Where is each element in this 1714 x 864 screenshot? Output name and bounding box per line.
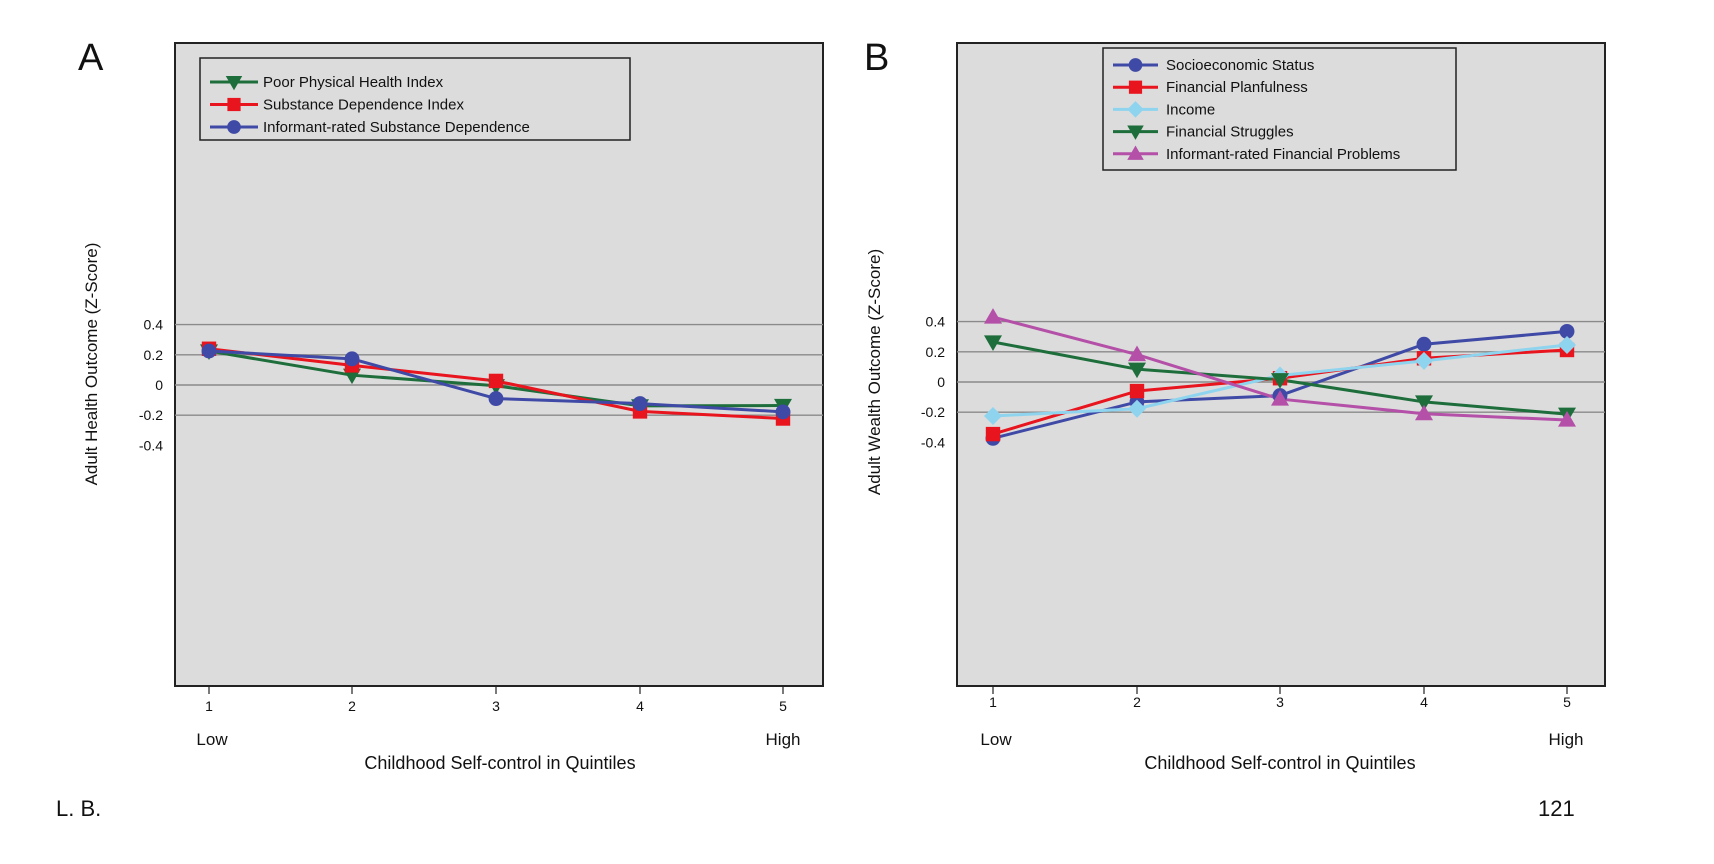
- panel-b-letter: B: [864, 37, 889, 79]
- panel-a-point-informant-rated-substance-dependence: [201, 343, 217, 359]
- panel-a-y-axis-title: Adult Health Outcome (Z-Score): [82, 243, 101, 486]
- panel-b-legend-box: [1102, 47, 1457, 171]
- panel-a-legend: Poor Physical Health Index Substance Depe…: [199, 57, 631, 141]
- panel-b-point-income: [1415, 351, 1433, 370]
- panel-b-x-low-label: Low: [980, 730, 1012, 749]
- panel-a-x-tick-label: 5: [779, 698, 787, 714]
- panel-b-series: [984, 308, 1576, 446]
- panel-b-legend-marker: [1127, 145, 1144, 160]
- panel-a-x-tick-label: 1: [205, 698, 213, 714]
- panel-b-legend: Socioeconomic Status Financial Planfulnes…: [1102, 47, 1457, 171]
- panel-a-x-tick-label: 3: [492, 698, 500, 714]
- panel-b-legend-label-financial-planfulness: Financial Planfulness: [1166, 79, 1308, 96]
- panel-b-y-tick-label: 0.2: [926, 344, 946, 360]
- panel-a-x-tick-label: 2: [348, 698, 356, 714]
- panel-b-legend-marker: [1128, 58, 1143, 72]
- panel-a-x-ticks: 1 2 3 4 5: [205, 686, 787, 714]
- panel-a-x-low-label: Low: [196, 730, 228, 749]
- panel-b-x-high-label: High: [1549, 730, 1584, 749]
- panel-a-legend-box: [199, 57, 631, 141]
- panel-b-legend-marker: [1128, 80, 1143, 94]
- panel-b-x-tick-label: 5: [1563, 694, 1571, 710]
- panel-b-y-tick-label: -0.2: [921, 404, 945, 420]
- panel-b-y-tick-label: -0.4: [921, 434, 945, 450]
- panel-b-point-financial-planfulness: [1129, 383, 1145, 399]
- panel-b-point-income: [1558, 336, 1576, 355]
- panel-b-x-tick-label: 1: [989, 694, 997, 710]
- panel-b-y-ticks: -0.4 -0.2 0 0.2 0.4: [921, 314, 945, 451]
- panel-a-x-high-label: High: [766, 730, 801, 749]
- panel-b-x-tick-label: 3: [1276, 694, 1284, 710]
- panel-a-y-tick-label: 0.4: [144, 317, 164, 333]
- panel-a: A -0.4 -0.2 0 0.2 0.4 1 2 3 4 5 Low High Childho…: [78, 37, 824, 773]
- panel-a-x-tick-label: 4: [636, 698, 644, 714]
- panel-b-point-informant-rated-financial-problems: [1558, 411, 1576, 427]
- panel-b-point-income: [984, 406, 1002, 425]
- panel-b-point-income: [1128, 399, 1146, 418]
- panel-b-point-socioeconomic-status: [1559, 323, 1575, 339]
- panel-b-point-financial-planfulness: [985, 426, 1001, 442]
- panel-b-point-financial-struggles: [984, 335, 1002, 351]
- panel-b-point-financial-struggles: [1271, 373, 1289, 389]
- panel-b-legend-label-financial-struggles: Financial Struggles: [1166, 124, 1294, 141]
- panel-b-legend-label-socioeconomic-status: Socioeconomic Status: [1166, 57, 1314, 74]
- panel-b-y-tick-label: 0: [937, 374, 945, 390]
- panel-b-legend-marker: [1127, 125, 1144, 140]
- panel-a-y-tick-label: -0.2: [139, 407, 163, 423]
- panel-a-legend-label-poor-physical-health-index: Poor Physical Health Index: [263, 74, 444, 91]
- panel-a-point-informant-rated-substance-dependence: [632, 396, 648, 412]
- panel-b-x-tick-label: 4: [1420, 694, 1428, 710]
- panel-a-legend-marker: [225, 75, 243, 91]
- panel-b-y-axis-title: Adult Wealth Outcome (Z-Score): [865, 249, 884, 495]
- panel-b-point-informant-rated-financial-problems: [1128, 345, 1146, 362]
- panel-b-x-axis-title: Childhood Self-control in Quintiles: [1144, 753, 1415, 773]
- panel-b: B -0.4 -0.2 0 0.2 0.4 1 2 3 4 5 Low High Childho…: [864, 37, 1606, 773]
- panel-b-legend-marker: [1127, 101, 1144, 118]
- panel-a-y-tick-label: -0.4: [139, 437, 163, 453]
- footer-page-number: 121: [1538, 796, 1575, 821]
- panel-b-point-financial-struggles: [1415, 395, 1433, 411]
- panel-b-legend-label-informant-rated-financial-problems: Informant-rated Financial Problems: [1166, 146, 1400, 163]
- panel-a-point-substance-dependence-index: [488, 373, 504, 389]
- panel-a-letter: A: [78, 37, 104, 79]
- panel-b-point-financial-struggles: [1128, 362, 1146, 379]
- panel-a-x-axis-title: Childhood Self-control in Quintiles: [364, 753, 635, 773]
- panel-a-legend-marker: [227, 120, 241, 134]
- footer-initials: L. B.: [56, 796, 102, 821]
- panel-a-point-informant-rated-substance-dependence: [488, 391, 504, 407]
- panel-b-point-informant-rated-financial-problems: [1415, 404, 1433, 421]
- panel-b-legend-label-income: Income: [1166, 101, 1215, 118]
- panel-a-point-informant-rated-substance-dependence: [775, 404, 791, 420]
- panel-b-point-socioeconomic-status: [1416, 336, 1432, 352]
- panel-b-x-ticks: 1 2 3 4 5: [989, 686, 1571, 710]
- panel-a-point-informant-rated-substance-dependence: [344, 351, 360, 367]
- panel-b-point-informant-rated-financial-problems: [1271, 390, 1289, 406]
- panel-a-y-tick-label: 0: [155, 377, 163, 393]
- panel-b-y-tick-label: 0.4: [926, 314, 946, 330]
- panel-a-y-tick-label: 0.2: [144, 347, 164, 363]
- panel-a-series: [200, 341, 792, 426]
- panel-a-legend-label-substance-dependence-index: Substance Dependence Index: [263, 97, 464, 114]
- panel-b-point-informant-rated-financial-problems: [984, 308, 1002, 324]
- panel-a-legend-marker: [227, 97, 241, 112]
- panel-b-x-tick-label: 2: [1133, 694, 1141, 710]
- panel-a-y-ticks: -0.4 -0.2 0 0.2 0.4: [139, 317, 163, 454]
- panel-a-legend-label-informant-rated-substance-dependence: Informant-rated Substance Dependence: [263, 119, 530, 136]
